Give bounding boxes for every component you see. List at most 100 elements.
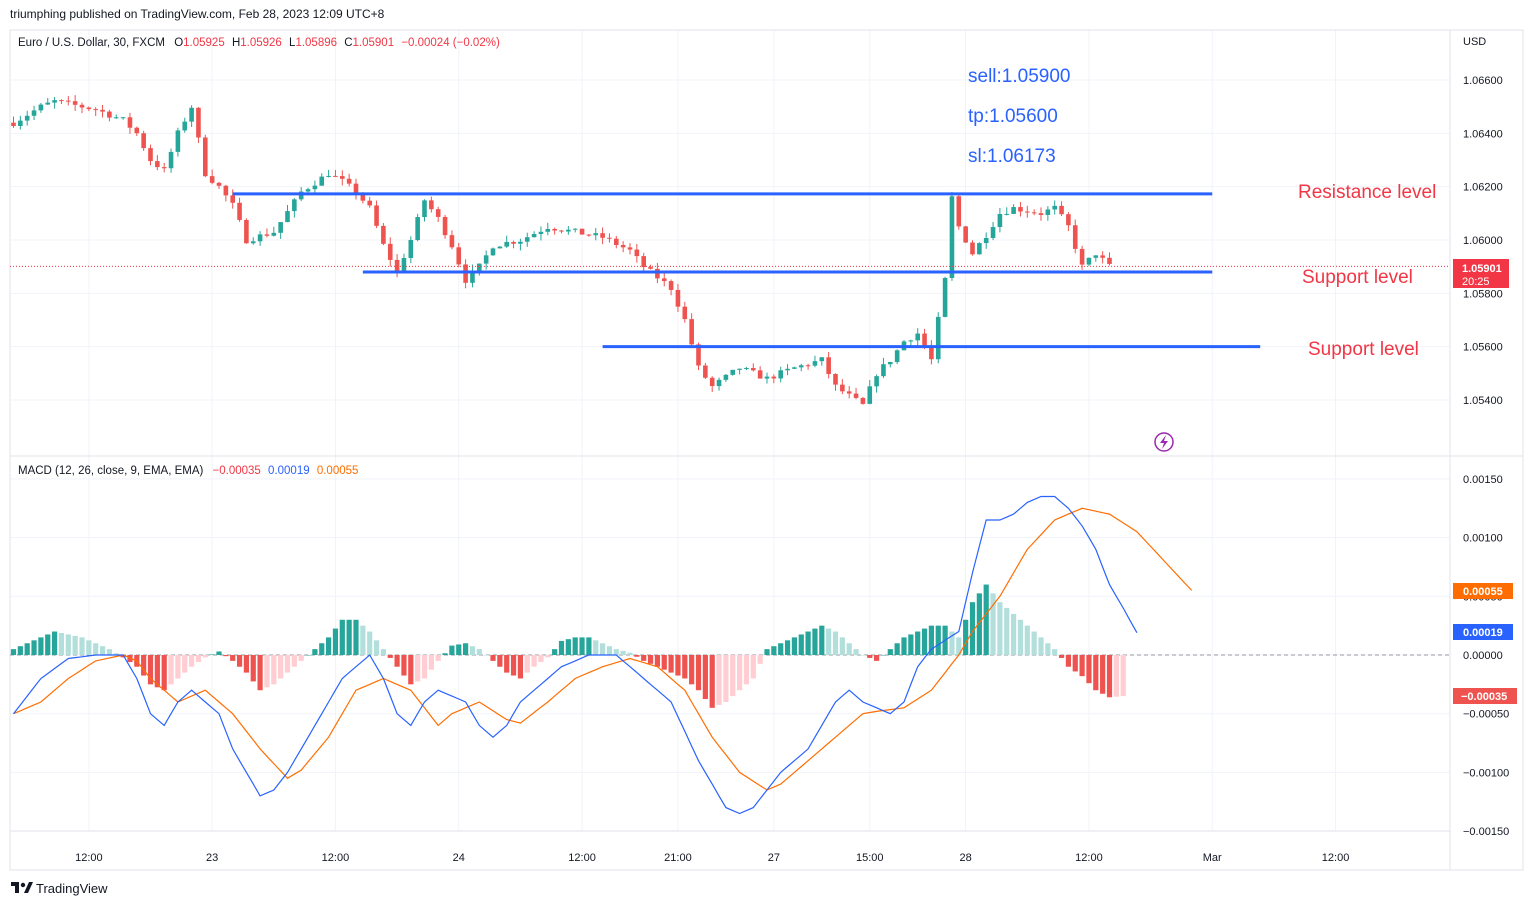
candle-down — [661, 278, 667, 282]
candle-down — [1059, 205, 1064, 215]
candle-up — [278, 222, 283, 233]
candle-up — [1045, 209, 1051, 215]
hist-bar-positive — [106, 649, 112, 655]
candle-down — [826, 357, 831, 374]
candle-down — [840, 384, 845, 392]
hist-bar-negative — [1106, 655, 1113, 698]
candle-down — [853, 393, 859, 398]
time-tick-label: 24 — [453, 852, 465, 864]
candle-down — [614, 238, 619, 246]
candle-down — [1079, 248, 1085, 265]
candle-down — [374, 205, 379, 226]
hist-bar-negative — [175, 655, 181, 679]
hist-bar-positive — [969, 602, 976, 655]
hist-bar-negative — [497, 655, 503, 667]
hist-bar-positive — [38, 637, 44, 655]
lightning-icon[interactable] — [1154, 432, 1174, 452]
low-value: 1.05896 — [295, 37, 337, 49]
macd-legend-title[interactable]: MACD (12, 26, close, 9, EMA, EMA) — [18, 465, 204, 477]
hist-bar-positive — [1031, 631, 1037, 655]
hist-bar-positive — [826, 628, 832, 655]
candle-up — [298, 191, 304, 200]
candle-up — [52, 100, 57, 103]
time-tick-label: 12:00 — [1075, 852, 1103, 864]
hist-bar-positive — [572, 637, 578, 655]
candle-down — [456, 247, 462, 265]
signal-badge — [1453, 583, 1513, 599]
hist-bar-negative — [147, 655, 154, 685]
price-axis: 1.06600 1.06400 1.06200 1.06000 1.05800 1.056… — [1463, 75, 1503, 407]
candle-down — [511, 241, 516, 244]
candle-down — [463, 264, 468, 283]
price-tick-label: 1.06000 — [1463, 235, 1503, 247]
hist-bar-positive — [901, 637, 907, 655]
hist-bar-positive — [565, 639, 571, 655]
candle-up — [312, 185, 318, 190]
hist-bar-negative — [1100, 655, 1106, 694]
candle-up — [401, 258, 407, 272]
hist-bar-negative — [168, 655, 174, 685]
hist-bar-negative — [1065, 655, 1071, 667]
hist-bar-positive — [771, 646, 777, 655]
candle-up — [1004, 213, 1010, 215]
candle-up — [182, 121, 188, 131]
hist-bar-positive — [1011, 613, 1017, 655]
candle-up — [470, 270, 475, 283]
hist-bar-positive — [99, 646, 106, 655]
candle-up — [120, 117, 126, 119]
candle-up — [504, 241, 509, 247]
hist-bar-positive — [894, 643, 900, 655]
candle-down — [223, 185, 229, 196]
hist-bar-negative — [435, 655, 441, 661]
hist-bar-negative — [654, 655, 660, 667]
candle-up — [915, 333, 920, 341]
candle-up — [24, 115, 30, 121]
hist-bar-positive — [558, 640, 565, 655]
symbol-legend[interactable]: Euro / U.S. Dollar, 30, FXCM O1.05925 H1… — [18, 37, 500, 49]
hist-bar-positive — [819, 625, 825, 655]
candle-down — [552, 228, 557, 231]
hist-bar-negative — [1120, 655, 1126, 697]
tradingview-logo-icon — [11, 882, 33, 893]
candle-down — [360, 193, 366, 201]
hist-bar-negative — [182, 655, 188, 673]
candle-down — [230, 195, 235, 203]
hist-bar-negative — [1113, 655, 1119, 697]
hist-bar-positive — [367, 631, 373, 655]
time-tick-label: 21:00 — [664, 852, 692, 864]
candle-up — [888, 362, 893, 365]
hist-bar-positive — [778, 643, 784, 655]
candle-up — [744, 368, 749, 370]
last-price-value: 1.05901 — [1462, 263, 1502, 275]
resistance-label: Resistance level — [1298, 182, 1436, 203]
candle-down — [237, 202, 242, 220]
hist-bar-positive — [627, 652, 633, 655]
candle-down — [846, 391, 852, 394]
candle-down — [1038, 213, 1044, 215]
macd-legend[interactable]: MACD (12, 26, close, 9, EMA, EMA) −0.000… — [18, 465, 358, 477]
close-label: C — [344, 37, 352, 49]
candle-down — [970, 242, 975, 255]
currency-label: USD — [1463, 36, 1486, 48]
candle-down — [648, 267, 653, 269]
hist-bar-negative — [1093, 655, 1099, 691]
hist-bar-positive — [17, 646, 23, 655]
hist-bar-negative — [545, 655, 551, 658]
macd-line — [13, 495, 1138, 815]
candle-down — [805, 365, 811, 367]
hist-bar-negative — [230, 655, 236, 661]
candle-up — [764, 376, 770, 379]
candle-down — [449, 235, 455, 248]
candle-down — [353, 183, 359, 194]
hist-bar-negative — [202, 655, 208, 658]
grid — [10, 30, 1450, 832]
candle-up — [483, 255, 489, 264]
symbol-name[interactable]: Euro / U.S. Dollar, 30, FXCM — [18, 37, 165, 49]
time-tick-label: 23 — [206, 852, 218, 864]
hist-badge — [1453, 688, 1517, 704]
candle-up — [31, 110, 37, 116]
price-tick-label: 1.06200 — [1463, 182, 1503, 194]
hist-bar-negative — [284, 655, 291, 673]
candle-down — [1031, 212, 1037, 214]
hist-bar-positive — [353, 619, 359, 655]
